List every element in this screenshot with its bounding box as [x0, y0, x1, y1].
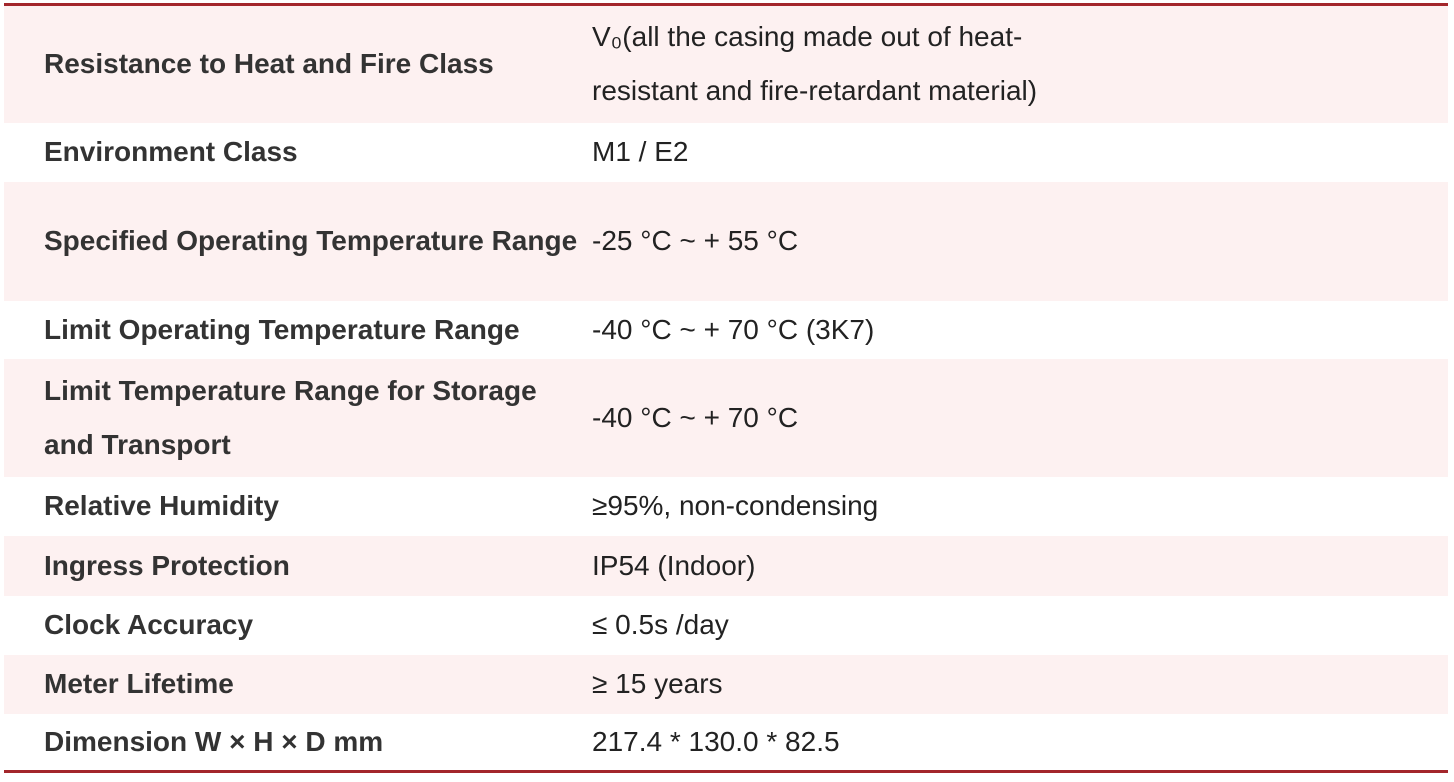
- value-text: M1 / E2: [592, 136, 689, 167]
- label-text: Clock Accuracy: [44, 609, 254, 640]
- spec-row: Limit Temperature Range for Storage and …: [4, 358, 1448, 477]
- spec-value-cell: ≥95%, non-condensing: [584, 477, 1448, 536]
- label-text: Relative Humidity: [44, 490, 279, 521]
- spec-label: Environment Class: [4, 123, 584, 182]
- spec-label: Ingress Protection: [4, 536, 584, 596]
- spec-row: Dimension W × H × D mm 217.4 * 130.0 * 82…: [4, 713, 1448, 772]
- value-text: ≥ 15 years: [592, 668, 723, 699]
- value-text: IP54 (Indoor): [592, 549, 756, 581]
- spec-label: Resistance to Heat and Fire Class: [4, 5, 584, 123]
- value-text: V₀(all the casing made out of heat-resis…: [592, 21, 1038, 107]
- spec-label: Clock Accuracy: [4, 596, 584, 655]
- spec-row: Clock Accuracy ≤ 0.5s /day: [4, 595, 1448, 655]
- table-body: Resistance to Heat and Fire Class V₀(all …: [4, 4, 1448, 772]
- spec-value-cell: 217.4 * 130.0 * 82.5: [584, 714, 1448, 772]
- spec-value-cell: V₀(all the casing made out of heat-resis…: [584, 5, 1448, 123]
- spec-label: Specified Operating Temperature Range: [4, 182, 584, 301]
- spec-value-cell: M1 / E2: [584, 123, 1448, 182]
- value-text: -25 °C ~ + 55 °C: [592, 225, 799, 256]
- spec-value-cell: -40 °C ~ + 70 °C (3K7): [584, 301, 1448, 359]
- spec-table-container: Resistance to Heat and Fire Class V₀(all …: [4, 3, 1448, 773]
- spec-row: Relative Humidity ≥95%, non-condensing: [4, 476, 1448, 536]
- spec-value-cell: ≤ 0.5s /day: [584, 596, 1448, 655]
- value-text: -40 °C ~ + 70 °C (3K7): [592, 313, 875, 345]
- spec-label: Dimension W × H × D mm: [4, 714, 584, 772]
- label-text: Specified Operating Temperature Range: [44, 225, 578, 256]
- value-text: ≤ 0.5s /day: [592, 609, 729, 640]
- spec-value-cell: IP54 (Indoor): [584, 536, 1448, 596]
- label-text: Resistance to Heat and Fire Class: [44, 48, 494, 80]
- spec-row: Specified Operating Temperature Range -25…: [4, 181, 1448, 301]
- value-text: ≥95%, non-condensing: [592, 490, 879, 521]
- spec-value-cell: -25 °C ~ + 55 °C: [584, 182, 1448, 301]
- spec-label: Limit Temperature Range for Storage and …: [4, 359, 584, 477]
- spec-table: Resistance to Heat and Fire Class V₀(all …: [4, 3, 1448, 773]
- spec-label: Relative Humidity: [4, 477, 584, 536]
- spec-value-cell: -40 °C ~ + 70 °C: [584, 359, 1448, 477]
- spec-label: Meter Lifetime: [4, 655, 584, 714]
- spec-value-cell: ≥ 15 years: [584, 655, 1448, 714]
- label-text: Limit Operating Temperature Range: [44, 313, 520, 345]
- label-text: Limit Temperature Range for Storage and …: [44, 374, 537, 460]
- spec-row: Ingress Protection IP54 (Indoor): [4, 535, 1448, 596]
- spec-row: Resistance to Heat and Fire Class V₀(all …: [4, 4, 1448, 123]
- label-text: Dimension W × H × D mm: [44, 725, 384, 757]
- label-text: Meter Lifetime: [44, 668, 234, 699]
- spec-row: Limit Operating Temperature Range -40 °C …: [4, 300, 1448, 359]
- label-text: Environment Class: [44, 136, 298, 167]
- label-text: Ingress Protection: [44, 549, 290, 581]
- value-text: -40 °C ~ + 70 °C: [592, 401, 799, 433]
- spec-label: Limit Operating Temperature Range: [4, 301, 584, 359]
- value-text: 217.4 * 130.0 * 82.5: [592, 725, 840, 757]
- spec-row: Environment Class M1 / E2: [4, 122, 1448, 182]
- spec-row: Meter Lifetime ≥ 15 years: [4, 654, 1448, 714]
